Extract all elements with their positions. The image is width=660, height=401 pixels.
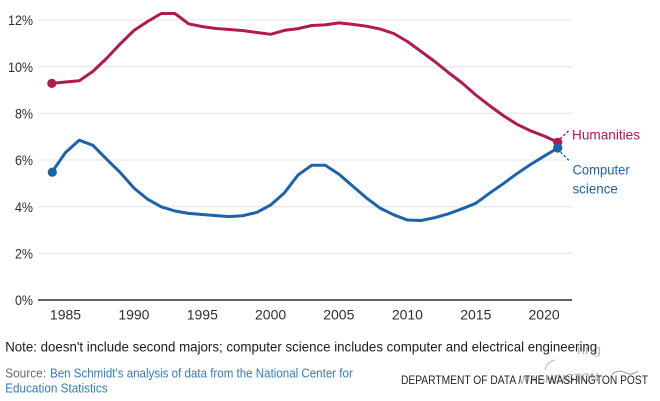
svg-text:Humanities: Humanities <box>572 126 640 142</box>
svg-text:WASHINGTON: WASHINGTON <box>519 370 599 387</box>
svg-text:Computer: Computer <box>573 162 631 178</box>
svg-text:1995: 1995 <box>187 307 218 323</box>
svg-text:DEPARTMENT OF DATA / THE WASHI: DEPARTMENT OF DATA / THE WASHINGTON POST <box>401 373 649 387</box>
svg-text:2005: 2005 <box>323 307 354 323</box>
svg-text:6%: 6% <box>15 152 33 168</box>
svg-text:Education Statistics: Education Statistics <box>5 380 108 395</box>
svg-text:8%: 8% <box>15 105 33 121</box>
svg-text:Ben Schmidt's analysis of data: Ben Schmidt's analysis of data from the … <box>50 365 353 380</box>
svg-text:science: science <box>573 180 619 196</box>
svg-text:2010: 2010 <box>392 307 423 323</box>
svg-text:2000: 2000 <box>255 307 286 323</box>
svg-text:12%: 12% <box>8 12 33 28</box>
svg-text:1985: 1985 <box>50 307 81 323</box>
svg-text:2015: 2015 <box>460 307 491 323</box>
svg-text:1990: 1990 <box>118 307 149 323</box>
svg-text:10%: 10% <box>8 59 33 75</box>
svg-text:Source:: Source: <box>5 365 46 380</box>
svg-text:Note: doesn't include second m: Note: doesn't include second majors; com… <box>5 339 597 355</box>
svg-text:2%: 2% <box>15 245 33 261</box>
svg-text:ring: ring <box>577 342 601 357</box>
svg-text:2020: 2020 <box>529 307 560 323</box>
svg-text:4%: 4% <box>15 199 33 215</box>
svg-text:0%: 0% <box>15 292 33 308</box>
